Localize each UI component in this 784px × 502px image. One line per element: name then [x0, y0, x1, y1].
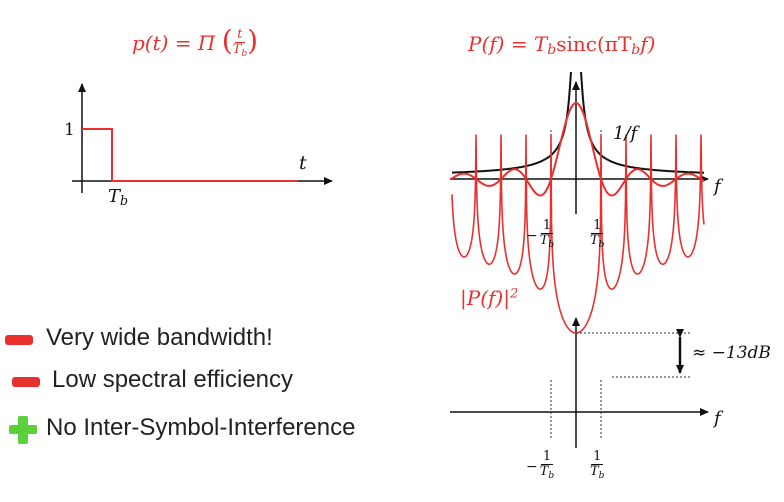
inverse-f-label: 1/f: [613, 123, 638, 144]
sinc-tick-neg-sign: −: [526, 227, 538, 244]
inverse-f-curve: [452, 71, 704, 174]
psd-f-label: f: [714, 408, 721, 429]
sinc-tick-neg: − 1 Tb: [526, 219, 554, 252]
sinc-plot: [449, 71, 709, 214]
pulse-curve: [82, 128, 298, 182]
bullet-wide-bandwidth: Very wide bandwidth!: [46, 324, 273, 352]
pulse-frac-den-sub: b: [241, 49, 248, 59]
sinc-formula-b: sinc(πT: [556, 32, 632, 56]
psd-formula-main: |P(f)|: [460, 286, 510, 310]
psd-tick-pos-num: 1: [591, 449, 604, 465]
sinc-formula-sub-b: b: [631, 42, 641, 58]
sinc-tick-neg-num: 1: [540, 218, 554, 234]
psd-formula: |P(f)|2: [460, 286, 518, 310]
bullet-low-efficiency: Low spectral efficiency: [52, 366, 293, 394]
psd-formula-sup: 2: [509, 286, 519, 302]
power-spectrum-plot: [450, 134, 709, 448]
sinc-formula-c: f): [640, 32, 656, 56]
plus-icon: [9, 416, 37, 444]
pulse-plot: [72, 83, 333, 193]
psd-tick-pos-label: 1 Tb: [590, 450, 605, 483]
sinc-formula-sub-a: b: [547, 42, 557, 58]
bullet-text: No Inter-Symbol-Interference: [46, 414, 356, 441]
sinc-f-label: f: [714, 176, 721, 197]
psd-tick-pos-den: T: [590, 464, 599, 479]
pulse-label-one: 1: [64, 120, 75, 140]
sinc-tick-neg-den: T: [539, 233, 549, 248]
pulse-label-tb-main: T: [108, 186, 121, 207]
sinc-tick-pos: 1 Tb: [590, 219, 605, 252]
bullet-text: Low spectral efficiency: [52, 366, 294, 393]
sinc-tick-pos-den-sub: b: [598, 240, 605, 250]
db-label: ≈ −13dB: [692, 343, 771, 363]
psd-tick-pos-den-sub: b: [598, 471, 605, 481]
psd-tick-neg-den-sub: b: [548, 471, 555, 481]
psd-tick-neg-label: − 1 Tb: [526, 450, 554, 483]
pulse-label-tb: Tb: [108, 186, 128, 208]
psd-tick-neg-sign: −: [526, 458, 538, 475]
psd-tick-neg-num: 1: [540, 449, 554, 465]
bullet-no-isi: No Inter-Symbol-Interference: [46, 414, 355, 442]
minus-icon: [5, 335, 33, 345]
bullet-icons: [5, 335, 40, 444]
sinc-tick-neg-den-sub: b: [548, 240, 555, 250]
pulse-formula: p(t) = Π ( t Tb ): [132, 24, 259, 59]
pulse-formula-lhs: p(t) = Π: [132, 31, 216, 55]
psd-tick-neg-den: T: [539, 464, 549, 479]
pulse-frac-den: T: [232, 42, 242, 57]
pulse-frac-num: t: [235, 27, 245, 43]
sinc-formula-a: P(f) = T: [468, 32, 548, 56]
sinc-curve: [449, 101, 705, 197]
minus-icon: [12, 377, 40, 387]
sinc-tick-pos-den: T: [590, 233, 599, 248]
pulse-label-t: t: [299, 152, 307, 174]
bullet-text: Very wide bandwidth!: [46, 324, 273, 351]
pulse-label-tb-sub: b: [120, 193, 129, 208]
sinc-tick-pos-num: 1: [591, 218, 604, 234]
sinc-formula: P(f) = Tbsinc(πTbf): [468, 32, 655, 58]
